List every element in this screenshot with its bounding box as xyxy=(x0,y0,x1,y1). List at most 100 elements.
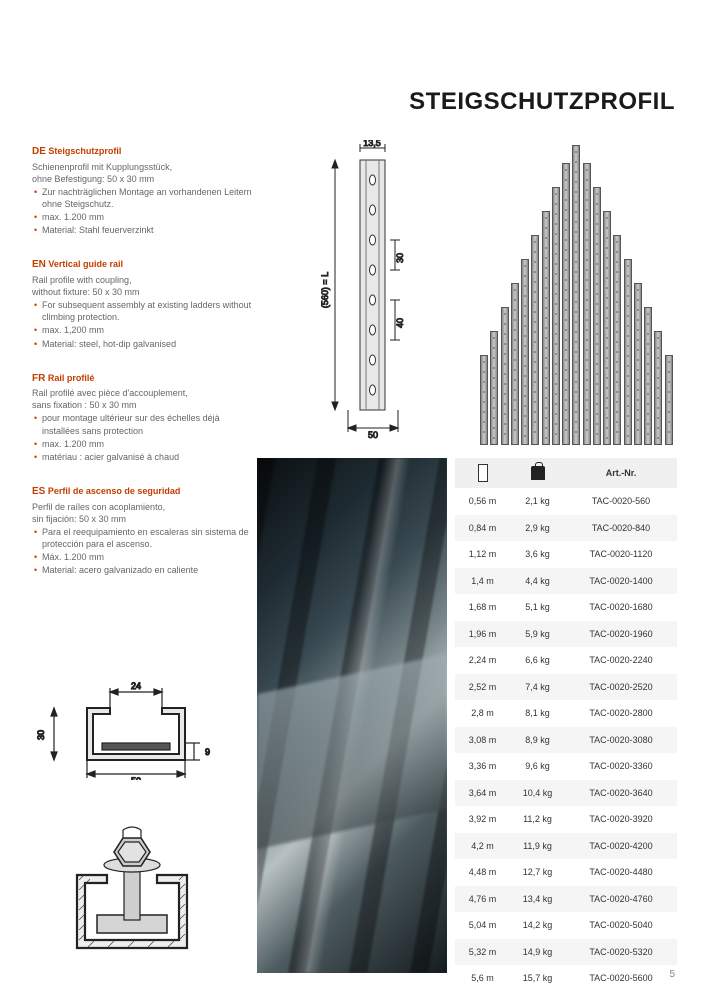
cell-artnr: TAC-0020-1400 xyxy=(565,576,677,586)
cell-artnr: TAC-0020-4760 xyxy=(565,894,677,904)
cell-length: 3,92 m xyxy=(455,814,510,824)
lang-heading: EN Vertical guide rail xyxy=(32,258,252,272)
cell-length: 1,4 m xyxy=(455,576,510,586)
cell-weight: 8,1 kg xyxy=(510,708,565,718)
cell-weight: 4,4 kg xyxy=(510,576,565,586)
lang-bullets: For subsequent assembly at existing ladd… xyxy=(32,299,252,350)
bullet-item: Zur nachträglichen Montage an vorhandene… xyxy=(32,186,252,210)
cell-artnr: TAC-0020-1960 xyxy=(565,629,677,639)
product-photo xyxy=(257,458,447,973)
cell-weight: 11,9 kg xyxy=(510,841,565,851)
cell-artnr: TAC-0020-3080 xyxy=(565,735,677,745)
cell-length: 5,32 m xyxy=(455,947,510,957)
rail-size-array xyxy=(480,145,675,445)
cell-weight: 2,9 kg xyxy=(510,523,565,533)
assembly-drawing xyxy=(52,820,212,960)
rail-bar xyxy=(654,331,662,445)
lang-line: sans fixation : 50 x 30 mm xyxy=(32,399,252,411)
table-row: 2,24 m6,6 kgTAC-0020-2240 xyxy=(455,647,677,674)
bullet-item: For subsequent assembly at existing ladd… xyxy=(32,299,252,323)
table-header: Art.-Nr. xyxy=(455,458,677,488)
rail-bar xyxy=(613,235,621,445)
rail-bar xyxy=(644,307,652,445)
dim-13-5: 13,5 xyxy=(363,140,381,148)
table-row: 2,8 m8,1 kgTAC-0020-2800 xyxy=(455,700,677,727)
bullet-item: Máx. 1.200 mm xyxy=(32,551,252,563)
table-row: 3,36 m9,6 kgTAC-0020-3360 xyxy=(455,753,677,780)
cell-weight: 13,4 kg xyxy=(510,894,565,904)
product-table: Art.-Nr. 0,56 m2,1 kgTAC-0020-5600,84 m2… xyxy=(455,458,677,992)
bullet-item: max. 1.200 mm xyxy=(32,438,252,450)
cell-artnr: TAC-0020-3920 xyxy=(565,814,677,824)
cross-section-drawing: 30 24 9 50 xyxy=(32,680,227,780)
rail-bar xyxy=(583,163,591,445)
cell-length: 3,08 m xyxy=(455,735,510,745)
dim-30: 30 xyxy=(395,253,405,263)
cell-length: 1,96 m xyxy=(455,629,510,639)
bullet-item: matériau : acier galvanisé à chaud xyxy=(32,451,252,463)
lang-block-fr: FR Rail profiléRail profilé avec pièce d… xyxy=(32,372,252,463)
table-row: 5,6 m15,7 kgTAC-0020-5600 xyxy=(455,965,677,992)
table-row: 2,52 m7,4 kgTAC-0020-2520 xyxy=(455,674,677,701)
cell-length: 5,6 m xyxy=(455,973,510,983)
cell-length: 3,36 m xyxy=(455,761,510,771)
page-title: STEIGSCHUTZPROFIL xyxy=(409,88,675,116)
rail-bar xyxy=(511,283,519,445)
table-row: 4,48 m12,7 kgTAC-0020-4480 xyxy=(455,859,677,886)
rail-bar xyxy=(593,187,601,445)
cell-length: 0,56 m xyxy=(455,496,510,506)
rail-bar xyxy=(572,145,580,445)
lang-line: Rail profile with coupling, xyxy=(32,274,252,286)
cell-weight: 15,7 kg xyxy=(510,973,565,983)
cell-weight: 8,9 kg xyxy=(510,735,565,745)
cell-weight: 11,2 kg xyxy=(510,814,565,824)
cell-weight: 12,7 kg xyxy=(510,867,565,877)
cell-length: 3,64 m xyxy=(455,788,510,798)
cell-weight: 14,9 kg xyxy=(510,947,565,957)
cell-artnr: TAC-0020-2240 xyxy=(565,655,677,665)
cell-length: 1,12 m xyxy=(455,549,510,559)
lang-bullets: Zur nachträglichen Montage an vorhandene… xyxy=(32,186,252,237)
lang-heading: FR Rail profilé xyxy=(32,372,252,386)
cell-length: 4,48 m xyxy=(455,867,510,877)
bullet-item: Material: steel, hot-dip galvanised xyxy=(32,338,252,350)
dim-50-top: 50 xyxy=(368,430,378,440)
rail-bar xyxy=(603,211,611,445)
table-row: 3,92 m11,2 kgTAC-0020-3920 xyxy=(455,806,677,833)
lang-heading: DE Steigschutzprofil xyxy=(32,145,252,159)
cell-length: 2,24 m xyxy=(455,655,510,665)
cell-weight: 2,1 kg xyxy=(510,496,565,506)
col-weight-icon xyxy=(510,466,565,480)
bullet-item: max. 1.200 mm xyxy=(32,211,252,223)
cell-artnr: TAC-0020-4480 xyxy=(565,867,677,877)
table-row: 0,56 m2,1 kgTAC-0020-560 xyxy=(455,488,677,515)
cell-weight: 7,4 kg xyxy=(510,682,565,692)
cell-artnr: TAC-0020-5040 xyxy=(565,920,677,930)
lang-line: Rail profilé avec pièce d'accouplement, xyxy=(32,387,252,399)
cell-weight: 10,4 kg xyxy=(510,788,565,798)
cell-artnr: TAC-0020-3360 xyxy=(565,761,677,771)
table-row: 3,64 m10,4 kgTAC-0020-3640 xyxy=(455,780,677,807)
rail-bar xyxy=(501,307,509,445)
bullet-item: Para el reequipamiento en escaleras sin … xyxy=(32,526,252,550)
cell-artnr: TAC-0020-1680 xyxy=(565,602,677,612)
cell-artnr: TAC-0020-2800 xyxy=(565,708,677,718)
dim-cross-9: 9 xyxy=(205,747,210,757)
lang-line: Schienenprofil mit Kupplungsstück, xyxy=(32,161,252,173)
cell-artnr: TAC-0020-2520 xyxy=(565,682,677,692)
bullet-item: pour montage ultérieur sur des échelles … xyxy=(32,412,252,436)
cell-weight: 9,6 kg xyxy=(510,761,565,771)
rail-bar xyxy=(552,187,560,445)
cell-length: 2,52 m xyxy=(455,682,510,692)
cell-length: 4,2 m xyxy=(455,841,510,851)
dim-cross-30: 30 xyxy=(36,730,46,740)
lang-bullets: Para el reequipamiento en escaleras sin … xyxy=(32,526,252,577)
cell-length: 4,76 m xyxy=(455,894,510,904)
lang-line: Perfil de raíles con acoplamiento, xyxy=(32,501,252,513)
cell-artnr: TAC-0020-1120 xyxy=(565,549,677,559)
lang-line: without fixture: 50 x 30 mm xyxy=(32,286,252,298)
cell-artnr: TAC-0020-4200 xyxy=(565,841,677,851)
cell-length: 1,68 m xyxy=(455,602,510,612)
cell-weight: 5,9 kg xyxy=(510,629,565,639)
cell-artnr: TAC-0020-560 xyxy=(565,496,677,506)
